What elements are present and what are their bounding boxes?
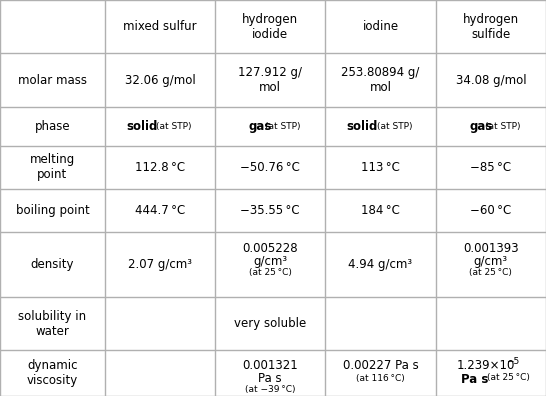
Text: melting
point: melting point (30, 153, 75, 181)
Text: gas: gas (469, 120, 492, 133)
Text: 444.7 °C: 444.7 °C (135, 204, 185, 217)
Text: hydrogen
sulfide: hydrogen sulfide (463, 13, 519, 41)
Text: 32.06 g/mol: 32.06 g/mol (124, 74, 195, 87)
Text: (at STP): (at STP) (264, 122, 300, 131)
Text: 127.912 g/
mol: 127.912 g/ mol (238, 66, 302, 94)
Text: 184 °C: 184 °C (361, 204, 400, 217)
Text: −5: −5 (506, 357, 519, 366)
Text: 1.239×10: 1.239×10 (456, 359, 515, 372)
Text: very soluble: very soluble (234, 317, 306, 330)
Text: (at 25 °C): (at 25 °C) (488, 373, 530, 382)
Text: solid: solid (126, 120, 158, 133)
Text: g/cm³: g/cm³ (474, 255, 508, 268)
Text: (at STP): (at STP) (485, 122, 520, 131)
Text: g/cm³: g/cm³ (253, 255, 287, 268)
Text: (at 116 °C): (at 116 °C) (356, 374, 405, 383)
Text: hydrogen
iodide: hydrogen iodide (242, 13, 298, 41)
Text: Pa s: Pa s (258, 372, 282, 385)
Text: −35.55 °C: −35.55 °C (240, 204, 300, 217)
Text: (at 25 °C): (at 25 °C) (470, 268, 512, 277)
Text: 34.08 g/mol: 34.08 g/mol (455, 74, 526, 87)
Text: 113 °C: 113 °C (361, 161, 400, 174)
Text: 4.94 g/cm³: 4.94 g/cm³ (348, 258, 413, 271)
Text: boiling point: boiling point (15, 204, 90, 217)
Text: −50.76 °C: −50.76 °C (240, 161, 300, 174)
Text: (at −39 °C): (at −39 °C) (245, 385, 295, 394)
Text: solid: solid (347, 120, 378, 133)
Text: −85 °C: −85 °C (470, 161, 512, 174)
Text: (at 25 °C): (at 25 °C) (249, 268, 292, 277)
Text: dynamic
viscosity: dynamic viscosity (27, 359, 78, 387)
Text: molar mass: molar mass (18, 74, 87, 87)
Text: (at STP): (at STP) (156, 122, 192, 131)
Text: 0.001393: 0.001393 (463, 242, 519, 255)
Text: phase: phase (34, 120, 70, 133)
Text: 0.00227 Pa s: 0.00227 Pa s (343, 359, 418, 372)
Text: Pa s: Pa s (461, 373, 489, 386)
Text: density: density (31, 258, 74, 271)
Text: 112.8 °C: 112.8 °C (135, 161, 185, 174)
Text: 0.001321: 0.001321 (242, 359, 298, 372)
Text: −60 °C: −60 °C (470, 204, 512, 217)
Text: 253.80894 g/
mol: 253.80894 g/ mol (341, 66, 420, 94)
Text: 2.07 g/cm³: 2.07 g/cm³ (128, 258, 192, 271)
Text: solubility in
water: solubility in water (19, 310, 86, 337)
Text: (at STP): (at STP) (377, 122, 412, 131)
Text: 0.005228: 0.005228 (242, 242, 298, 255)
Text: gas: gas (248, 120, 272, 133)
Text: mixed sulfur: mixed sulfur (123, 20, 197, 33)
Text: iodine: iodine (363, 20, 399, 33)
